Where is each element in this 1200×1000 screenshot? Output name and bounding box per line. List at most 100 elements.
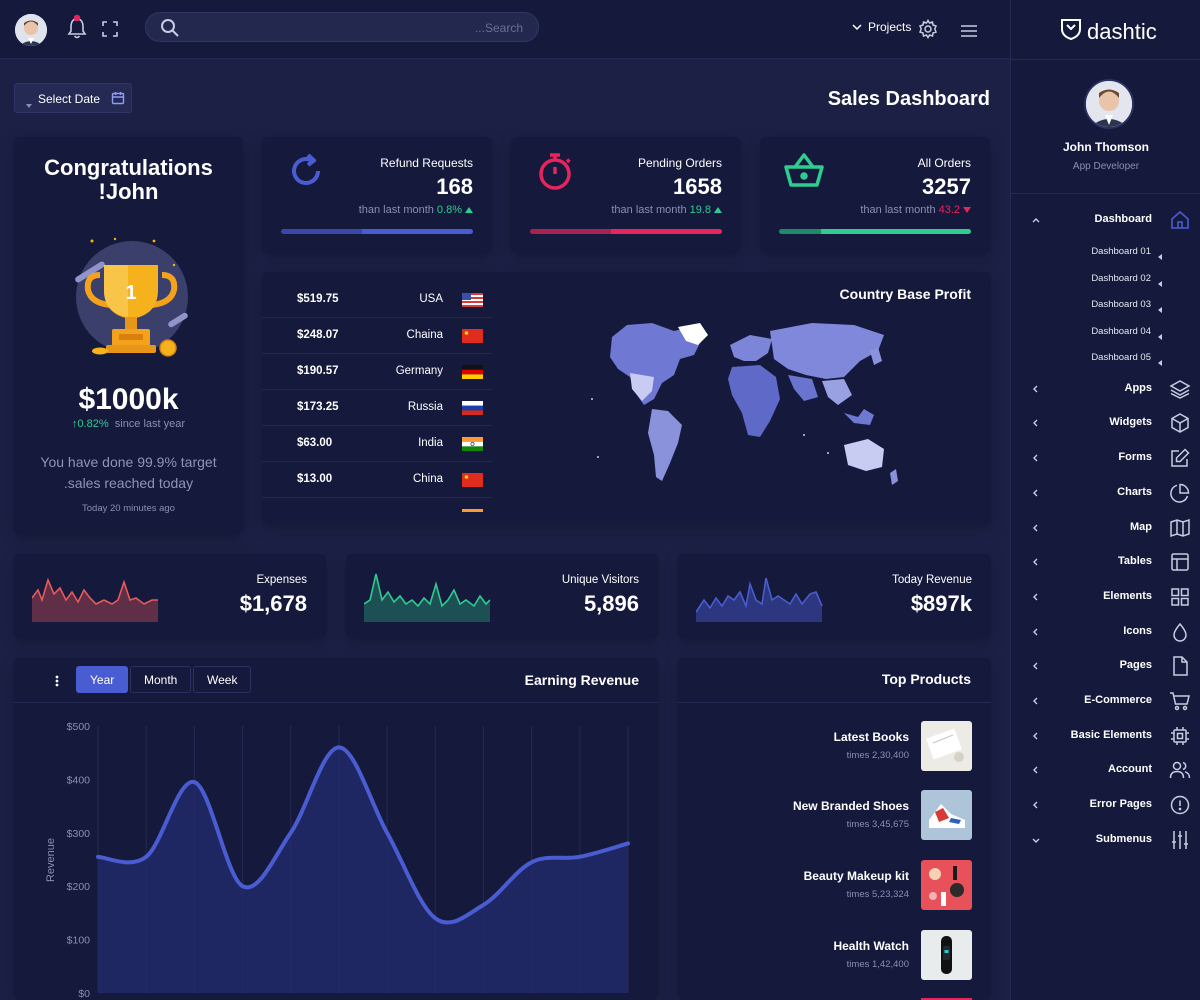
sidebar-subitem-dashboard-04[interactable]: Dashboard 04 xyxy=(1011,322,1200,342)
sidebar-item-pages[interactable]: Pages xyxy=(1011,652,1200,680)
subitem-label: Dashboard 01 xyxy=(1091,246,1151,257)
growth-percent: 0.82% xyxy=(77,418,109,430)
sidebar-item-forms[interactable]: Forms xyxy=(1011,444,1200,472)
sidebar-subitem-dashboard-05[interactable]: Dashboard 05 xyxy=(1011,348,1200,368)
progress-fill xyxy=(779,229,822,234)
product-image-shoes xyxy=(921,790,972,840)
more-options-icon[interactable] xyxy=(54,674,60,688)
sidebar-item-label: Pages xyxy=(1119,659,1152,671)
sidebar-item-widgets[interactable]: Widgets xyxy=(1011,409,1200,437)
revenue-chart[interactable]: $0 $100 $200 $300 $400 $500 Revenue xyxy=(14,703,658,1000)
stat-compare: than last month 19.8 xyxy=(611,204,722,216)
congrats-title-line2: !John xyxy=(98,179,159,204)
country-row[interactable]: $173.25 Russia xyxy=(262,390,492,426)
top-products-title: Top Products xyxy=(881,671,971,687)
sidebar-item-label: Basic Elements xyxy=(1070,729,1152,741)
country-row[interactable]: $248.07 Chaina xyxy=(262,318,492,354)
chevron-left-icon xyxy=(1029,625,1043,639)
india-flag xyxy=(462,437,483,451)
progress-rest xyxy=(361,229,473,234)
stat-progress-bar xyxy=(281,229,473,234)
caret-up-icon xyxy=(714,204,722,216)
country-row[interactable] xyxy=(262,498,492,512)
search-icon[interactable] xyxy=(160,18,180,38)
stat-value: 168 xyxy=(436,174,473,199)
sidebar-item-charts[interactable]: Charts xyxy=(1011,479,1200,507)
grid-icon xyxy=(1169,586,1191,608)
brand-logo[interactable]: dashtic xyxy=(1059,17,1157,47)
expenses-sparkline xyxy=(31,570,162,622)
sliders-icon xyxy=(1169,829,1191,851)
sidebar-item-dashboard[interactable]: Dashboard xyxy=(1011,206,1200,234)
sidebar-subitem-dashboard-03[interactable]: Dashboard 03 xyxy=(1011,295,1200,315)
sidebar-subitem-dashboard-02[interactable]: Dashboard 02 xyxy=(1011,269,1200,289)
sidebar-item-tables[interactable]: Tables xyxy=(1011,548,1200,576)
user-avatar[interactable] xyxy=(15,14,47,46)
stat-compare: than last month 0.8% xyxy=(359,204,473,216)
country-row[interactable]: $190.57 Germany xyxy=(262,354,492,390)
y-tick-label: $100 xyxy=(67,935,91,947)
sidebar-item-label: Forms xyxy=(1118,451,1152,463)
earning-revenue-title: Earning Revenue xyxy=(524,672,639,688)
sidebar-item-error-pages[interactable]: Error Pages xyxy=(1011,791,1200,819)
tab-week[interactable]: Week xyxy=(193,666,252,693)
country-list[interactable]: $519.75 USA $248.07 Chaina $190.57 Germany $17… xyxy=(262,282,492,512)
product-item-latest-books[interactable]: Latest Books times 2,30,400 xyxy=(678,721,991,775)
sidebar-item-apps[interactable]: Apps xyxy=(1011,375,1200,403)
stat-compare: than last month 43.2 xyxy=(860,204,971,216)
product-sales: times 3,45,675 xyxy=(846,819,909,830)
tab-year[interactable]: Year xyxy=(76,666,129,693)
search-input[interactable] xyxy=(194,17,523,39)
sidebar-item-e-commerce[interactable]: E-Commerce xyxy=(1011,687,1200,715)
menu-toggle-icon[interactable] xyxy=(960,24,978,38)
country-row[interactable]: $63.00 India xyxy=(262,426,492,462)
product-item-new-branded-shoes[interactable]: New Branded Shoes times 3,45,675 xyxy=(678,790,991,844)
compare-text: than last month xyxy=(611,204,687,216)
product-name: New Branded Shoes xyxy=(792,799,909,813)
projects-label: Projects xyxy=(868,20,912,34)
bell-icon[interactable] xyxy=(66,14,88,40)
sidebar-item-label: Map xyxy=(1130,521,1152,533)
sidebar-item-map[interactable]: Map xyxy=(1011,514,1200,542)
product-item-beauty-makeup-kit[interactable]: Beauty Makeup kit times 5,23,324 xyxy=(678,860,991,914)
tab-month[interactable]: Month xyxy=(130,666,192,693)
pie-chart-icon xyxy=(1169,482,1191,504)
gear-icon[interactable] xyxy=(918,19,938,39)
sidebar-subitem-dashboard-01[interactable]: Dashboard 01 xyxy=(1011,242,1200,262)
chevron-left-icon xyxy=(1029,763,1043,777)
chevron-left-icon xyxy=(1029,694,1043,708)
search-bar xyxy=(145,12,539,42)
mini-stat-value: 5,896 xyxy=(583,591,639,616)
country-amount: $13.00 xyxy=(297,473,333,485)
country-row[interactable]: $519.75 USA xyxy=(262,282,492,318)
sidebar-item-label: Charts xyxy=(1117,486,1152,498)
divider xyxy=(678,702,991,703)
all-orders-card: All Orders 3257 than last month 43.2 xyxy=(760,137,990,253)
profile-avatar[interactable] xyxy=(1084,79,1134,129)
sidebar-item-account[interactable]: Account xyxy=(1011,756,1200,784)
congrats-content: Congratulations !John 1 $1000k ↑0.82% xyxy=(0,0,229,515)
progress-rest xyxy=(610,229,722,234)
stat-change: 43.2 xyxy=(938,204,960,216)
sidebar-item-submenus[interactable]: Submenus xyxy=(1011,826,1200,854)
mini-stat-label: Today Revenue xyxy=(892,574,972,586)
sidebar-item-icons[interactable]: Icons xyxy=(1011,618,1200,646)
sidebar-item-basic-elements[interactable]: Basic Elements xyxy=(1011,722,1200,750)
page-title: Sales Dashboard xyxy=(827,88,990,110)
country-name: Germany xyxy=(395,365,443,377)
product-item-health-watch[interactable]: Health Watch times 1,42,400 xyxy=(678,930,991,984)
projects-dropdown[interactable]: Projects xyxy=(852,20,911,34)
country-row[interactable]: $13.00 China xyxy=(262,462,492,498)
congrats-amount: $1000k xyxy=(78,383,179,416)
select-date-button[interactable]: Select Date xyxy=(14,83,132,113)
layers-icon xyxy=(1169,378,1191,400)
y-tick-label: $200 xyxy=(67,881,91,893)
edit-icon xyxy=(1169,447,1191,469)
sidebar-item-label: Account xyxy=(1108,763,1152,775)
chevron-left-icon xyxy=(1029,486,1043,500)
india-flag xyxy=(462,509,483,512)
sidebar-item-elements[interactable]: Elements xyxy=(1011,583,1200,611)
fullscreen-icon[interactable] xyxy=(101,20,119,38)
world-map[interactable] xyxy=(582,317,912,507)
sidebar: dashtic John Thomson App Developer Dashb… xyxy=(1010,0,1200,1000)
